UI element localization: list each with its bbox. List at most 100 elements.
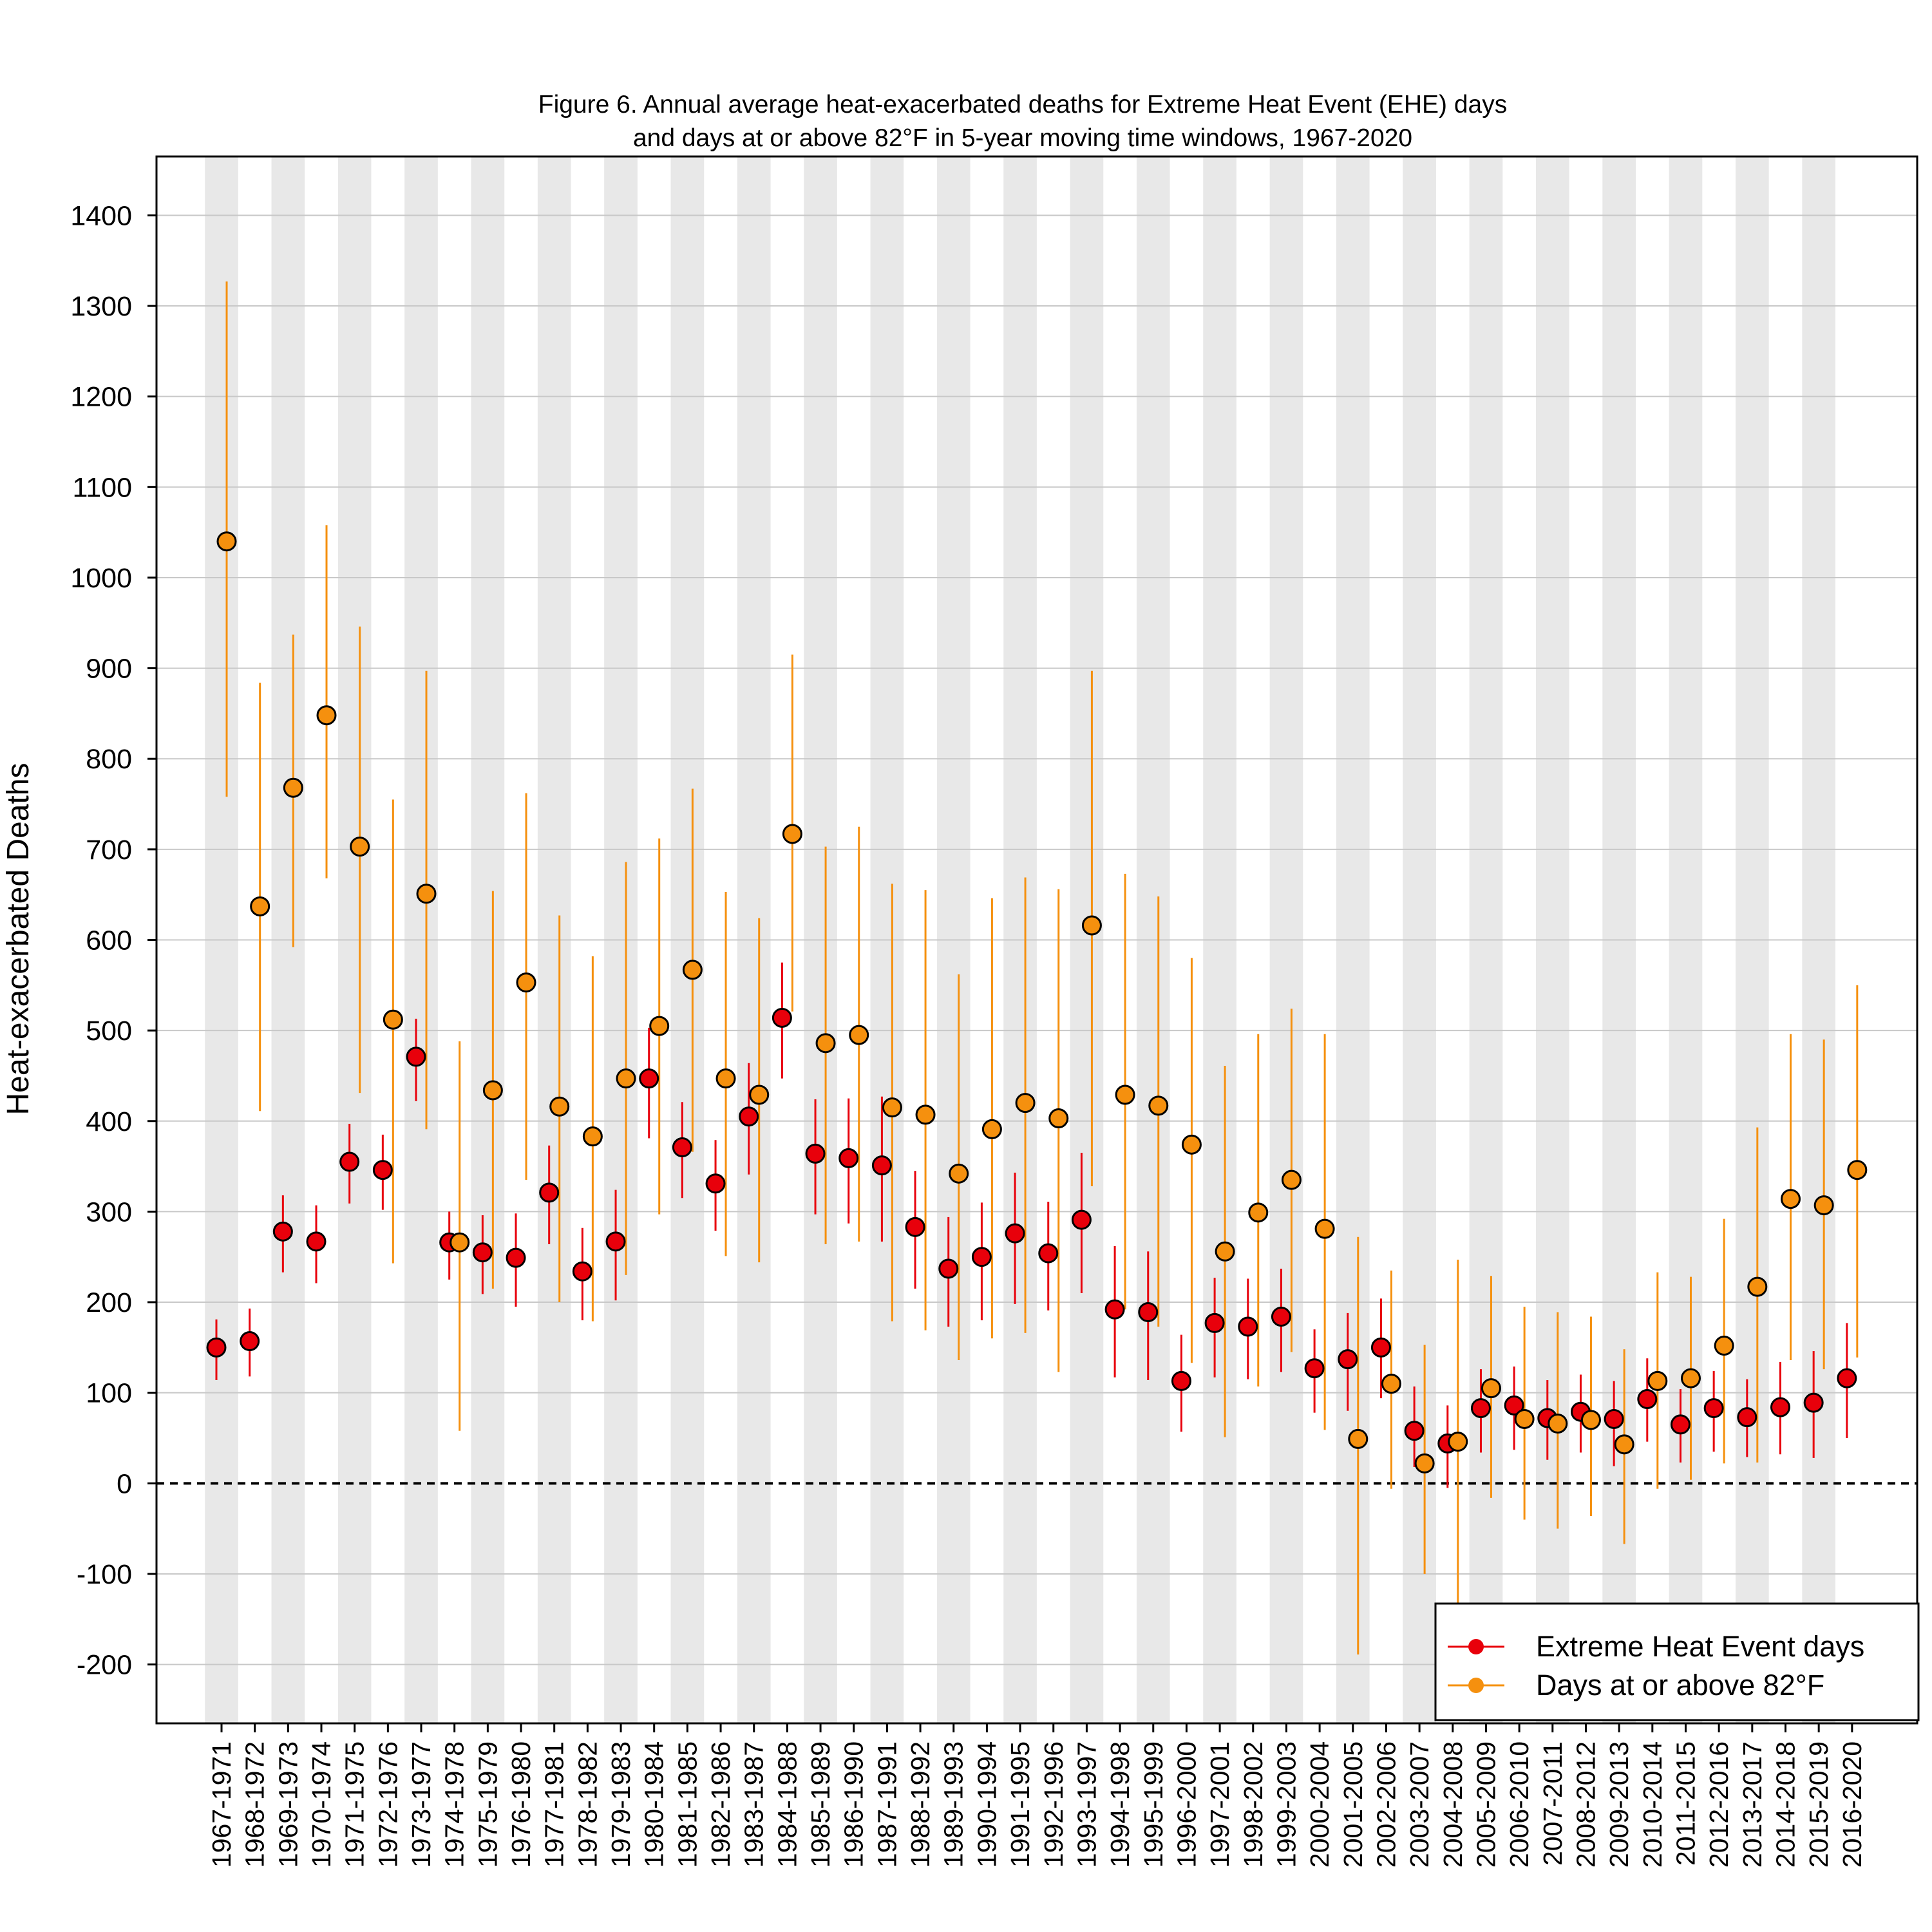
data-point — [1780, 1189, 1801, 1209]
data-point — [938, 1258, 959, 1279]
x-tick-label: 2010-2014 — [1638, 1741, 1667, 1868]
chart-title: Figure 6. Annual average heat-exacerbate… — [538, 91, 1508, 118]
data-point — [882, 1097, 902, 1118]
x-tick-label: 1985-1989 — [806, 1741, 835, 1868]
x-tick-label: 1993-1997 — [1072, 1741, 1101, 1868]
x-tick-label: 1973-1977 — [406, 1741, 436, 1868]
x-tick-label: 1975-1979 — [473, 1741, 502, 1868]
data-point — [450, 1232, 470, 1253]
data-point — [250, 896, 270, 916]
x-tick-label: 1974-1978 — [440, 1741, 469, 1868]
x-tick-label: 1976-1980 — [506, 1741, 536, 1868]
data-point — [506, 1247, 526, 1268]
data-point — [1504, 1395, 1524, 1416]
data-point — [383, 1009, 403, 1030]
data-point — [572, 1261, 592, 1282]
data-point — [406, 1046, 426, 1067]
data-point — [1115, 1084, 1135, 1105]
data-point — [739, 1106, 759, 1127]
data-point — [1680, 1368, 1701, 1388]
data-point — [316, 705, 337, 726]
data-point — [240, 1331, 260, 1352]
data-point — [1370, 1337, 1391, 1358]
data-point — [616, 1068, 636, 1089]
x-tick-label: 1999-2003 — [1271, 1741, 1301, 1868]
x-tick-label: 1990-1994 — [972, 1741, 1001, 1868]
data-point — [549, 1096, 570, 1117]
data-point — [582, 1126, 603, 1147]
x-tick-label: 1984-1988 — [772, 1741, 802, 1868]
y-tick-label: -200 — [77, 1650, 132, 1681]
data-point — [339, 1151, 360, 1172]
data-point — [1215, 1241, 1235, 1262]
data-point — [705, 1173, 726, 1194]
data-point — [1737, 1407, 1757, 1428]
x-tick-label: 1989-1993 — [939, 1741, 969, 1868]
x-tick-label: 2013-2017 — [1738, 1741, 1767, 1868]
x-tick-label: 1998-2002 — [1238, 1741, 1268, 1868]
y-tick-label: 700 — [86, 835, 132, 866]
data-point — [1348, 1428, 1368, 1449]
data-point — [306, 1231, 327, 1252]
data-point — [639, 1068, 659, 1089]
data-point — [905, 1217, 925, 1237]
data-point — [1248, 1202, 1269, 1223]
x-tick-label: 1968-1972 — [240, 1741, 270, 1868]
y-tick-label: -100 — [77, 1559, 132, 1590]
x-tick-label: 2009-2013 — [1604, 1741, 1634, 1868]
x-tick-label: 1970-1974 — [307, 1741, 336, 1868]
data-point — [1670, 1414, 1690, 1435]
legend-label-82f: Days at or above 82°F — [1536, 1669, 1824, 1701]
data-point — [871, 1155, 892, 1176]
data-point — [1138, 1302, 1159, 1323]
x-tick-label: 1979-1983 — [606, 1741, 636, 1868]
legend-box — [1434, 1602, 1920, 1721]
data-point — [1314, 1218, 1335, 1239]
y-tick-label: 100 — [86, 1378, 132, 1409]
y-tick-label: 1300 — [70, 291, 132, 322]
data-point — [272, 1221, 293, 1242]
data-point — [1304, 1358, 1325, 1379]
x-tick-label: 1995-1999 — [1139, 1741, 1168, 1868]
x-tick-label: 2005-2009 — [1471, 1741, 1501, 1868]
x-tick-label: 1996-2000 — [1171, 1741, 1201, 1868]
x-tick-label: 2004-2008 — [1438, 1741, 1468, 1868]
data-point — [1271, 1307, 1291, 1327]
data-point — [949, 1163, 969, 1184]
y-tick-label: 1400 — [70, 200, 132, 231]
data-point — [216, 531, 237, 552]
x-tick-label: 1969-1973 — [273, 1741, 303, 1868]
x-tick-label: 2008-2012 — [1571, 1741, 1600, 1868]
x-tick-label: 1972-1976 — [373, 1741, 402, 1868]
data-point — [772, 1007, 792, 1028]
data-point — [1281, 1170, 1302, 1190]
data-point — [805, 1143, 826, 1164]
data-point — [350, 837, 370, 857]
data-point — [1414, 1453, 1435, 1473]
x-tick-label: 1994-1998 — [1105, 1741, 1135, 1868]
x-tick-label: 2014-2018 — [1770, 1741, 1800, 1868]
data-point — [372, 1160, 393, 1180]
data-point — [1814, 1195, 1834, 1216]
chart-subtitle: and days at or above 82°F in 5-year movi… — [633, 124, 1412, 152]
y-tick-label: 200 — [86, 1287, 132, 1318]
y-tick-label: 1000 — [70, 563, 132, 594]
data-point — [1171, 1370, 1191, 1391]
x-tick-label: 1982-1986 — [706, 1741, 735, 1868]
data-point — [649, 1016, 670, 1036]
data-point — [482, 1080, 503, 1101]
data-point — [1448, 1432, 1468, 1452]
data-point — [1847, 1160, 1868, 1180]
x-tick-label: 1992-1996 — [1039, 1741, 1068, 1868]
x-tick-label: 2000-2004 — [1305, 1741, 1334, 1868]
data-point — [1015, 1093, 1036, 1113]
data-point — [1470, 1398, 1491, 1419]
x-tick-label: 2015-2019 — [1804, 1741, 1833, 1868]
data-point — [1081, 915, 1102, 936]
data-point — [1637, 1389, 1658, 1410]
x-axis-ticks: 1967-1971 1968-1972 1969-1973 1970-1974 1971… — [207, 1723, 1867, 1868]
x-tick-label: 2001-2005 — [1338, 1741, 1368, 1868]
x-tick-label: 1971-1975 — [340, 1741, 370, 1868]
data-point — [672, 1137, 692, 1158]
